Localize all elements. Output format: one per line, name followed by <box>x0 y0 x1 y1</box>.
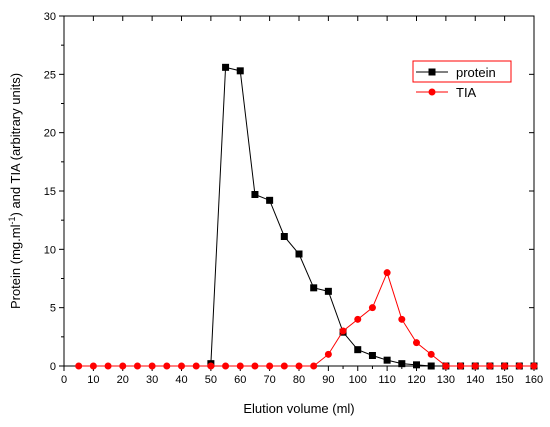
data-point <box>530 362 538 370</box>
data-point <box>295 362 303 370</box>
legend-marker <box>428 68 436 76</box>
y-tick-label: 25 <box>44 69 56 81</box>
data-point <box>266 196 274 204</box>
data-point <box>486 362 494 370</box>
x-tick-label: 80 <box>293 374 305 386</box>
x-tick-label: 90 <box>322 374 334 386</box>
x-tick-label: 20 <box>117 374 129 386</box>
data-point <box>442 362 450 370</box>
y-tick-label: 0 <box>50 361 56 373</box>
x-tick-label: 70 <box>264 374 276 386</box>
data-point <box>339 327 347 335</box>
x-tick-label: 150 <box>495 374 513 386</box>
data-point <box>457 362 465 370</box>
y-tick-label: 15 <box>44 186 56 198</box>
data-point <box>89 362 97 370</box>
x-tick-label: 40 <box>175 374 187 386</box>
y-tick-label: 30 <box>44 11 56 23</box>
legend-selection-box <box>412 60 512 83</box>
data-point <box>354 346 362 354</box>
data-point <box>398 315 406 323</box>
legend-label: protein <box>456 65 496 80</box>
data-point <box>251 191 259 198</box>
data-point <box>192 362 200 370</box>
data-point <box>310 284 318 292</box>
x-tick-label: 160 <box>525 374 543 386</box>
y-axis-title-rest: ) and TIA (arbitrary units) <box>8 73 23 217</box>
data-point <box>368 304 376 312</box>
data-point <box>310 362 318 370</box>
data-point <box>427 350 435 358</box>
data-point <box>222 63 230 71</box>
legend-label: TIA <box>456 85 477 100</box>
data-point <box>413 339 420 347</box>
y-tick-label: 10 <box>44 244 56 256</box>
x-tick-label: 140 <box>466 374 484 386</box>
data-point <box>398 360 406 368</box>
x-tick-label: 60 <box>234 374 246 386</box>
x-tick-label: 50 <box>205 374 217 386</box>
data-point <box>104 362 112 370</box>
data-point <box>163 362 171 370</box>
x-tick-label: 120 <box>407 374 425 386</box>
data-point <box>133 362 141 370</box>
x-tick-label: 30 <box>146 374 158 386</box>
x-tick-label: 0 <box>61 374 67 386</box>
y-axis-title: Protein (mg.ml-1) and TIA (arbitrary uni… <box>7 73 23 309</box>
data-point <box>266 362 274 370</box>
x-tick-label: 10 <box>87 374 99 386</box>
data-point <box>515 362 523 370</box>
data-point <box>222 362 230 370</box>
data-point <box>280 362 288 370</box>
data-point <box>280 233 288 240</box>
x-tick-label: 110 <box>378 374 396 386</box>
data-point <box>324 350 332 358</box>
data-point <box>207 362 215 370</box>
series-tia <box>75 269 538 370</box>
y-tick-label: 20 <box>44 128 56 140</box>
y-axis-title-main: Protein (mg.ml <box>8 224 23 309</box>
data-point <box>251 362 259 370</box>
x-tick-label: 100 <box>349 374 367 386</box>
data-point <box>75 362 83 370</box>
data-point <box>383 356 391 364</box>
data-point <box>148 362 156 370</box>
data-point <box>354 315 362 323</box>
data-point <box>383 269 391 277</box>
data-point <box>236 67 244 75</box>
x-tick-label: 130 <box>437 374 455 386</box>
y-axis-title-superscript: -1 <box>7 217 17 225</box>
y-tick-label: 5 <box>50 303 56 315</box>
legend: protein TIA <box>412 60 513 103</box>
data-point <box>236 362 244 370</box>
data-point <box>427 362 435 370</box>
data-point <box>501 362 509 370</box>
data-point <box>471 362 479 370</box>
legend-marker <box>428 88 436 96</box>
x-axis-title: Elution volume (ml) <box>243 401 354 416</box>
data-point <box>413 361 420 369</box>
data-point <box>178 362 185 370</box>
data-point <box>119 362 127 370</box>
data-point <box>324 287 332 295</box>
data-point <box>295 250 303 258</box>
data-point <box>368 352 376 359</box>
